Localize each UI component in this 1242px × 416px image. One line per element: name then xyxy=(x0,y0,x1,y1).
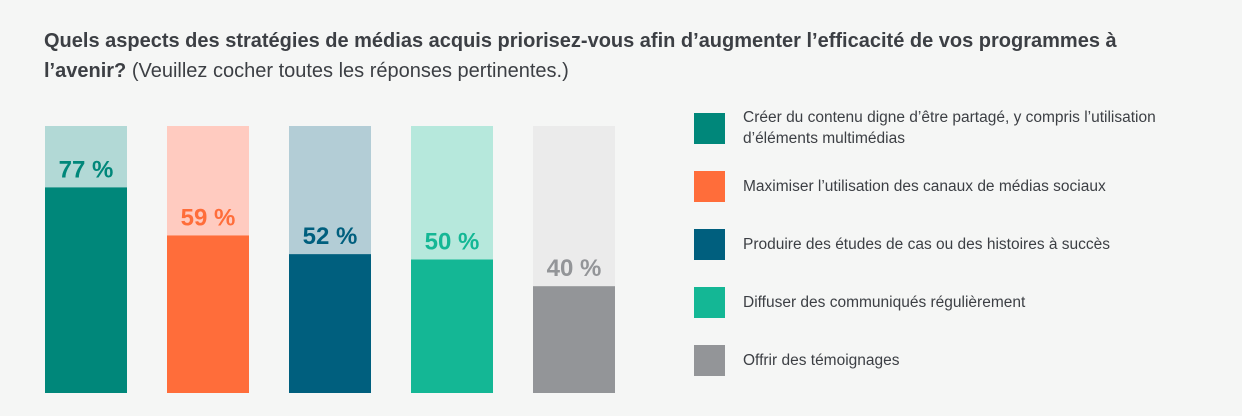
bar-value-label: 40 % xyxy=(547,255,602,282)
bar xyxy=(533,286,615,393)
chart-title: Quels aspects des stratégies de médias a… xyxy=(44,26,1164,86)
bar xyxy=(411,259,493,393)
legend-swatch xyxy=(694,344,725,376)
chart-hint: (Veuillez cocher toutes les réponses per… xyxy=(131,60,569,82)
legend-item: Maximiser l’utilisation des canaux de mé… xyxy=(694,166,1214,206)
legend-label: Créer du contenu digne d’être partagé, y… xyxy=(743,109,1156,147)
legend-item: Diffuser des communiqués régulièrement xyxy=(694,282,1214,322)
legend-label: Produire des études de cas ou des histoi… xyxy=(743,235,1111,253)
legend-item: Créer du contenu digne d’être partagé, y… xyxy=(694,108,1214,148)
legend-swatch xyxy=(694,170,725,202)
bar-chart: 77 % 59 % 52 % 50 % 40 % xyxy=(45,126,615,393)
bar-value-label: 77 % xyxy=(59,156,114,183)
legend-swatch xyxy=(694,112,725,144)
bar-value-label: 50 % xyxy=(425,229,480,256)
bar-value-label: 52 % xyxy=(303,223,358,250)
bar xyxy=(45,187,127,393)
legend-item: Offrir des témoignages xyxy=(694,340,1214,380)
legend-swatch xyxy=(694,286,725,318)
bar xyxy=(167,235,249,393)
bar-value-label: 59 % xyxy=(181,204,236,231)
legend-item: Produire des études de cas ou des histoi… xyxy=(694,224,1214,264)
bar xyxy=(289,254,371,393)
chart-question: Quels aspects des stratégies de médias a… xyxy=(44,30,1117,82)
legend-label: Diffuser des communiqués régulièrement xyxy=(743,293,1026,311)
legend-swatch xyxy=(694,228,725,260)
legend-label: Maximiser l’utilisation des canaux de mé… xyxy=(743,177,1106,195)
legend-label: Offrir des témoignages xyxy=(743,351,900,369)
